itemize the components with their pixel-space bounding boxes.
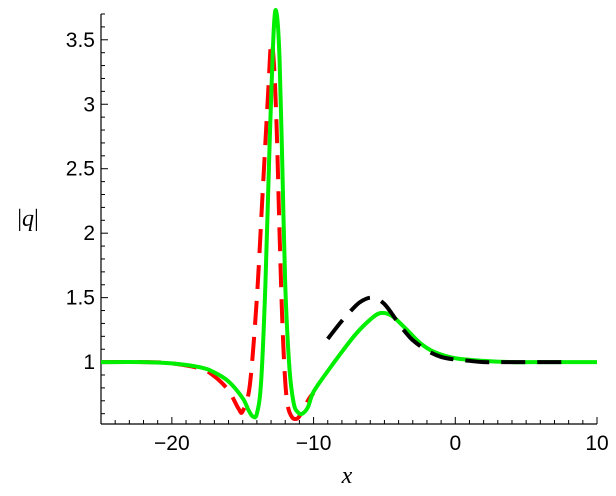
series-layer — [101, 8, 597, 422]
y-tick-label: 2.5 — [66, 158, 95, 181]
y-axis-label: |q| — [17, 206, 39, 232]
y-axis-label-symbol: q — [22, 206, 34, 232]
x-tick-label: 0 — [449, 432, 461, 455]
series-red-dashed-line — [101, 40, 316, 422]
x-tick-label: 10 — [585, 432, 608, 455]
axes-group: −20 −10 0 10 1 1.5 2 2.5 3 3.5 — [66, 13, 609, 455]
y-axis-label-bar-right: | — [34, 206, 39, 232]
x-tick-label: −20 — [154, 432, 190, 455]
series-black-dashed-line — [326, 295, 569, 365]
series-green-solid-line — [101, 8, 597, 420]
y-tick-label: 1.5 — [66, 287, 95, 310]
y-tick-label: 3.5 — [66, 29, 95, 52]
y-axis-label-bar-left: | — [17, 206, 22, 232]
y-tick-label: 3 — [83, 93, 95, 116]
x-tick-label: −10 — [296, 432, 332, 455]
x-axis-label: x — [341, 463, 353, 489]
y-tick-label: 1 — [83, 351, 95, 374]
y-tick-label: 2 — [83, 222, 95, 245]
